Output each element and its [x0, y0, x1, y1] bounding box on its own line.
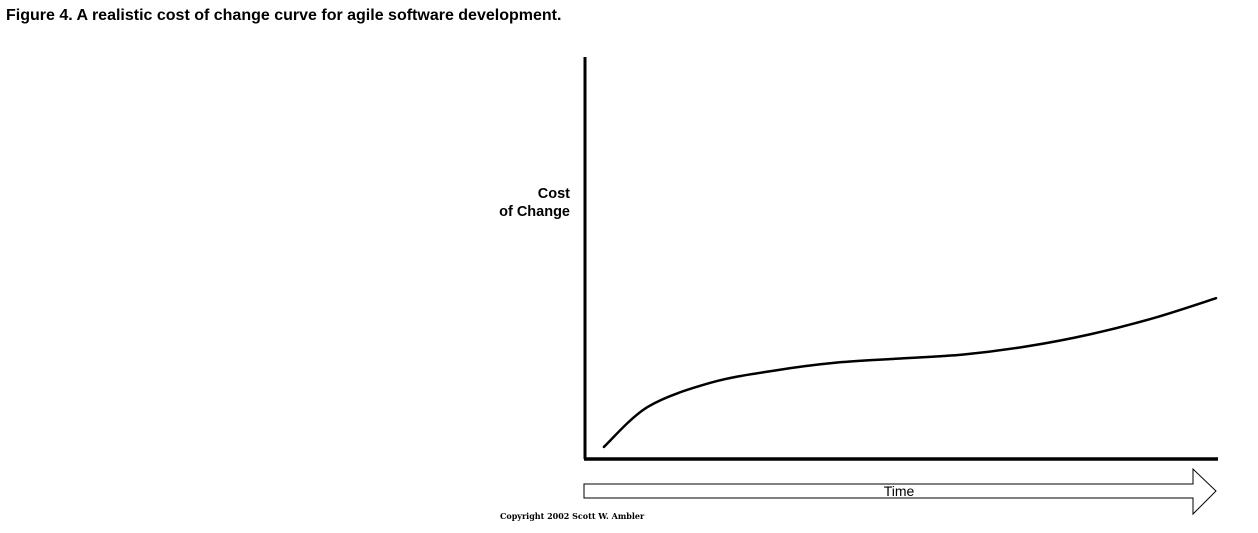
cost-of-change-curve — [602, 296, 1218, 449]
copyright-notice: Copyright 2002 Scott W. Ambler — [500, 511, 645, 521]
y-axis-label-line-2: of Change — [499, 204, 570, 220]
y-axis-label-line-1: Cost — [537, 186, 570, 202]
y-axis-label: Cost of Change — [499, 185, 570, 221]
time-arrow — [583, 467, 1217, 516]
x-axis-label: Time — [884, 483, 915, 499]
figure-caption: Figure 4. A realistic cost of change cur… — [6, 7, 562, 24]
